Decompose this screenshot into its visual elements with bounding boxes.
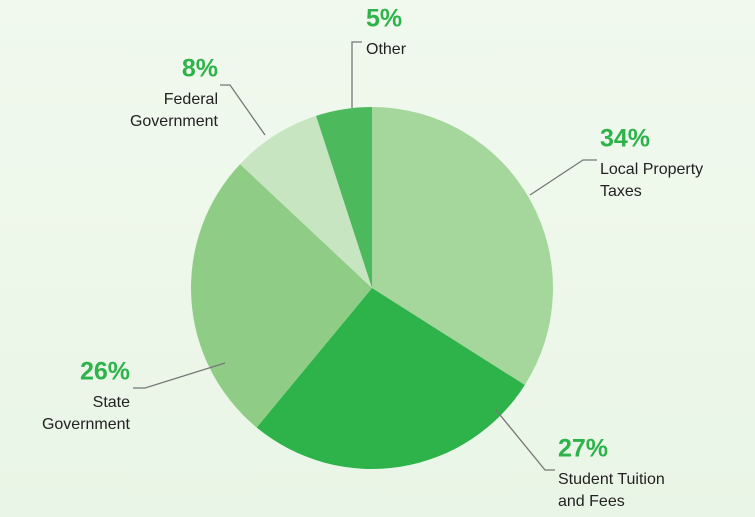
pie-slice	[372, 107, 553, 385]
category-label: Student Tuition	[558, 471, 665, 488]
leader-line	[133, 362, 226, 389]
category-label: Federal	[164, 91, 218, 108]
pie-slice	[316, 107, 372, 288]
value-label: 34%	[600, 125, 650, 153]
category-label: Government	[42, 416, 131, 433]
value-label: 5%	[366, 5, 402, 33]
category-label: State	[93, 394, 130, 411]
value-label: 27%	[558, 435, 608, 463]
category-label: and Fees	[558, 493, 625, 510]
category-label: Government	[130, 113, 219, 130]
value-label: 26%	[80, 358, 130, 386]
category-label: Taxes	[600, 183, 642, 200]
pie-slice	[240, 115, 372, 289]
leader-line	[351, 41, 362, 108]
category-label: Local Property	[600, 161, 703, 178]
leader-line	[220, 84, 266, 136]
leader-line	[529, 159, 597, 196]
leader-line	[495, 409, 555, 471]
value-label: 8%	[182, 55, 218, 83]
pie-slice	[190, 164, 372, 428]
pie-slice	[256, 288, 525, 470]
category-label: Other	[366, 41, 407, 58]
